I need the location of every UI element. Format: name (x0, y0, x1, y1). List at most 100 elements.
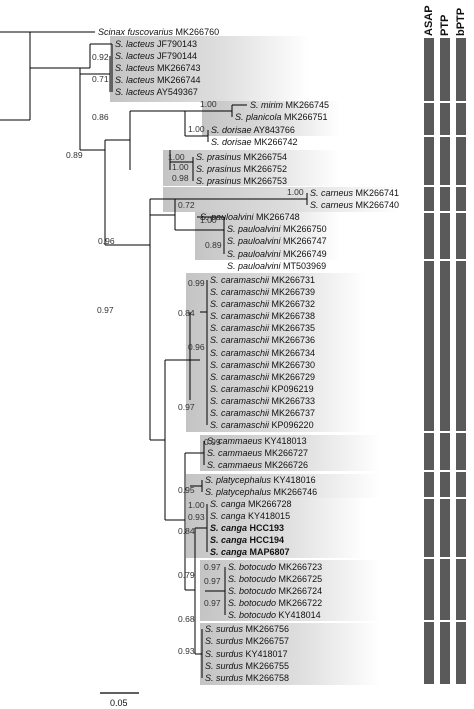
clade-shading-5 (195, 212, 340, 260)
support-value: 0.89 (205, 240, 222, 250)
taxon-label: S. cammaeus MK266727 (207, 448, 308, 458)
taxon-label: S. pauloalvini MK266750 (227, 224, 327, 234)
taxon-label: S. botocudo MK266725 (228, 574, 322, 584)
delimitation-bar-PTP-1 (440, 38, 450, 101)
support-value: 0.99 (204, 437, 221, 447)
delimitation-bar-bPTP-11 (456, 622, 466, 684)
delimitation-bar-PTP-4 (440, 187, 450, 211)
taxon-label: S. pauloalvini MK266747 (227, 236, 327, 246)
taxon-label: S. cammaeus KY418013 (207, 436, 307, 446)
clade-shading-8 (186, 474, 380, 498)
support-value: 0.93 (178, 646, 195, 656)
taxon-label: S. prasinus MK266753 (196, 176, 287, 186)
taxon-label: S. canga HCC193 (210, 523, 284, 533)
delimitation-bar-bPTP-6 (456, 261, 466, 431)
support-value: 0.98 (172, 173, 189, 183)
taxon-label: S. lacteus JF790143 (115, 39, 197, 49)
taxon-label: S. canga MAP6807 (210, 547, 290, 557)
clade-shading-9 (186, 498, 365, 558)
taxon-label: S. caramaschii MK266729 (210, 372, 315, 382)
taxon-label: S. lacteus MK266743 (115, 63, 201, 73)
taxon-label: S. lacteus AY549367 (115, 87, 198, 97)
taxon-label: S. surdus MK266756 (205, 624, 289, 634)
delimitation-bar-PTP-7 (440, 433, 450, 470)
taxon-label: S. caramaschii MK266733 (210, 396, 315, 406)
taxon-label: S. caramaschii MK266734 (210, 348, 315, 358)
support-value: 0.71 (92, 74, 109, 84)
taxon-label: S. botocudo KY418014 (228, 610, 321, 620)
scale-bar-label: 0.05 (110, 698, 128, 708)
support-value: 0.93 (188, 512, 205, 522)
taxon-label: S. caramaschii MK266736 (210, 335, 315, 345)
delimitation-bar-bPTP-5 (456, 213, 466, 259)
support-value: 0.97 (97, 305, 114, 315)
taxon-label: S. botocudo MK266724 (228, 586, 322, 596)
clade-shading-6 (186, 273, 365, 432)
delimitation-bar-ASAP-7 (424, 433, 434, 470)
delimitation-bar-ASAP-6 (424, 261, 434, 431)
taxon-label: S. surdus MK266755 (205, 661, 289, 671)
taxon-label: S. canga MK266728 (210, 499, 292, 509)
support-value: 0.95 (178, 485, 195, 495)
delimitation-bar-PTP-5 (440, 213, 450, 259)
delimitation-bar-PTP-9 (440, 499, 450, 557)
support-value: 1.00 (172, 162, 189, 172)
taxon-label: S. caramaschii MK266735 (210, 323, 315, 333)
taxon-label: S. caramaschii MK266739 (210, 287, 315, 297)
taxon-label: S. planicola MK266751 (235, 112, 328, 122)
support-value: 1.00 (168, 152, 185, 162)
taxon-label: S. pauloalvini MK266749 (227, 249, 327, 259)
taxon-label: S. caramaschii MK266738 (210, 311, 315, 321)
support-value: 1.00 (188, 124, 205, 134)
delimitation-bar-ASAP-2 (424, 103, 434, 135)
delimitation-bar-bPTP-4 (456, 187, 466, 211)
delimitation-bar-bPTP-9 (456, 499, 466, 557)
delimitation-bar-ASAP-11 (424, 622, 434, 684)
method-header-asap: ASAP (423, 5, 435, 36)
taxon-label: Scinax fuscovarius MK266760 (98, 27, 219, 37)
support-value: 0.68 (178, 614, 195, 624)
delimitation-bar-PTP-10 (440, 559, 450, 620)
support-value: 0.97 (204, 598, 221, 608)
delimitation-bar-bPTP-8 (456, 472, 466, 497)
delimitation-bar-ASAP-8 (424, 472, 434, 497)
delimitation-bar-PTP-11 (440, 622, 450, 684)
delimitation-bar-ASAP-5 (424, 213, 434, 259)
taxon-label: S. lacteus MK266744 (115, 75, 201, 85)
taxon-label: S. caramaschii MK266730 (210, 360, 315, 370)
taxon-label: S. pauloalvini MK266748 (200, 212, 300, 222)
taxon-label: S. carneus MK266740 (310, 200, 399, 210)
taxon-label: S. dorisae AY843766 (211, 125, 295, 135)
delimitation-bar-PTP-8 (440, 472, 450, 497)
delimitation-bar-bPTP-7 (456, 433, 466, 470)
taxon-label: S. caramaschii MK266732 (210, 299, 315, 309)
support-value: 0.96 (188, 342, 205, 352)
support-value: 1.00 (200, 215, 217, 225)
taxon-label: S. mirim MK266745 (250, 100, 329, 110)
clade-shading-11 (200, 623, 380, 685)
delimitation-bar-ASAP-4 (424, 187, 434, 211)
support-value: 1.00 (188, 500, 205, 510)
clade-shading-10 (200, 560, 380, 621)
support-value: 0.92 (92, 52, 109, 62)
taxon-label: S. prasinus MK266754 (196, 152, 287, 162)
clade-shading-2 (202, 101, 340, 136)
support-value: 0.96 (98, 236, 115, 246)
taxon-label: S. carneus MK266741 (310, 188, 399, 198)
delimitation-bar-PTP-2 (440, 103, 450, 135)
method-header-ptp: PTP (439, 15, 451, 36)
clade-shading-7 (200, 435, 380, 471)
taxon-label: S. caramaschii KP096219 (210, 384, 314, 394)
support-value: 1.00 (287, 187, 304, 197)
taxon-label: S. caramaschii KP096220 (210, 420, 314, 430)
taxon-label: S. canga KY418015 (210, 511, 290, 521)
taxon-label: S. pauloalvini MT503969 (227, 261, 326, 271)
delimitation-bar-ASAP-3 (424, 137, 434, 185)
taxon-label: S. caramaschii MK266737 (210, 408, 315, 418)
delimitation-bar-ASAP-9 (424, 499, 434, 557)
support-value: 0.97 (204, 562, 221, 572)
delimitation-bar-PTP-3 (440, 137, 450, 185)
method-header-bptp: bPTP (455, 8, 467, 36)
